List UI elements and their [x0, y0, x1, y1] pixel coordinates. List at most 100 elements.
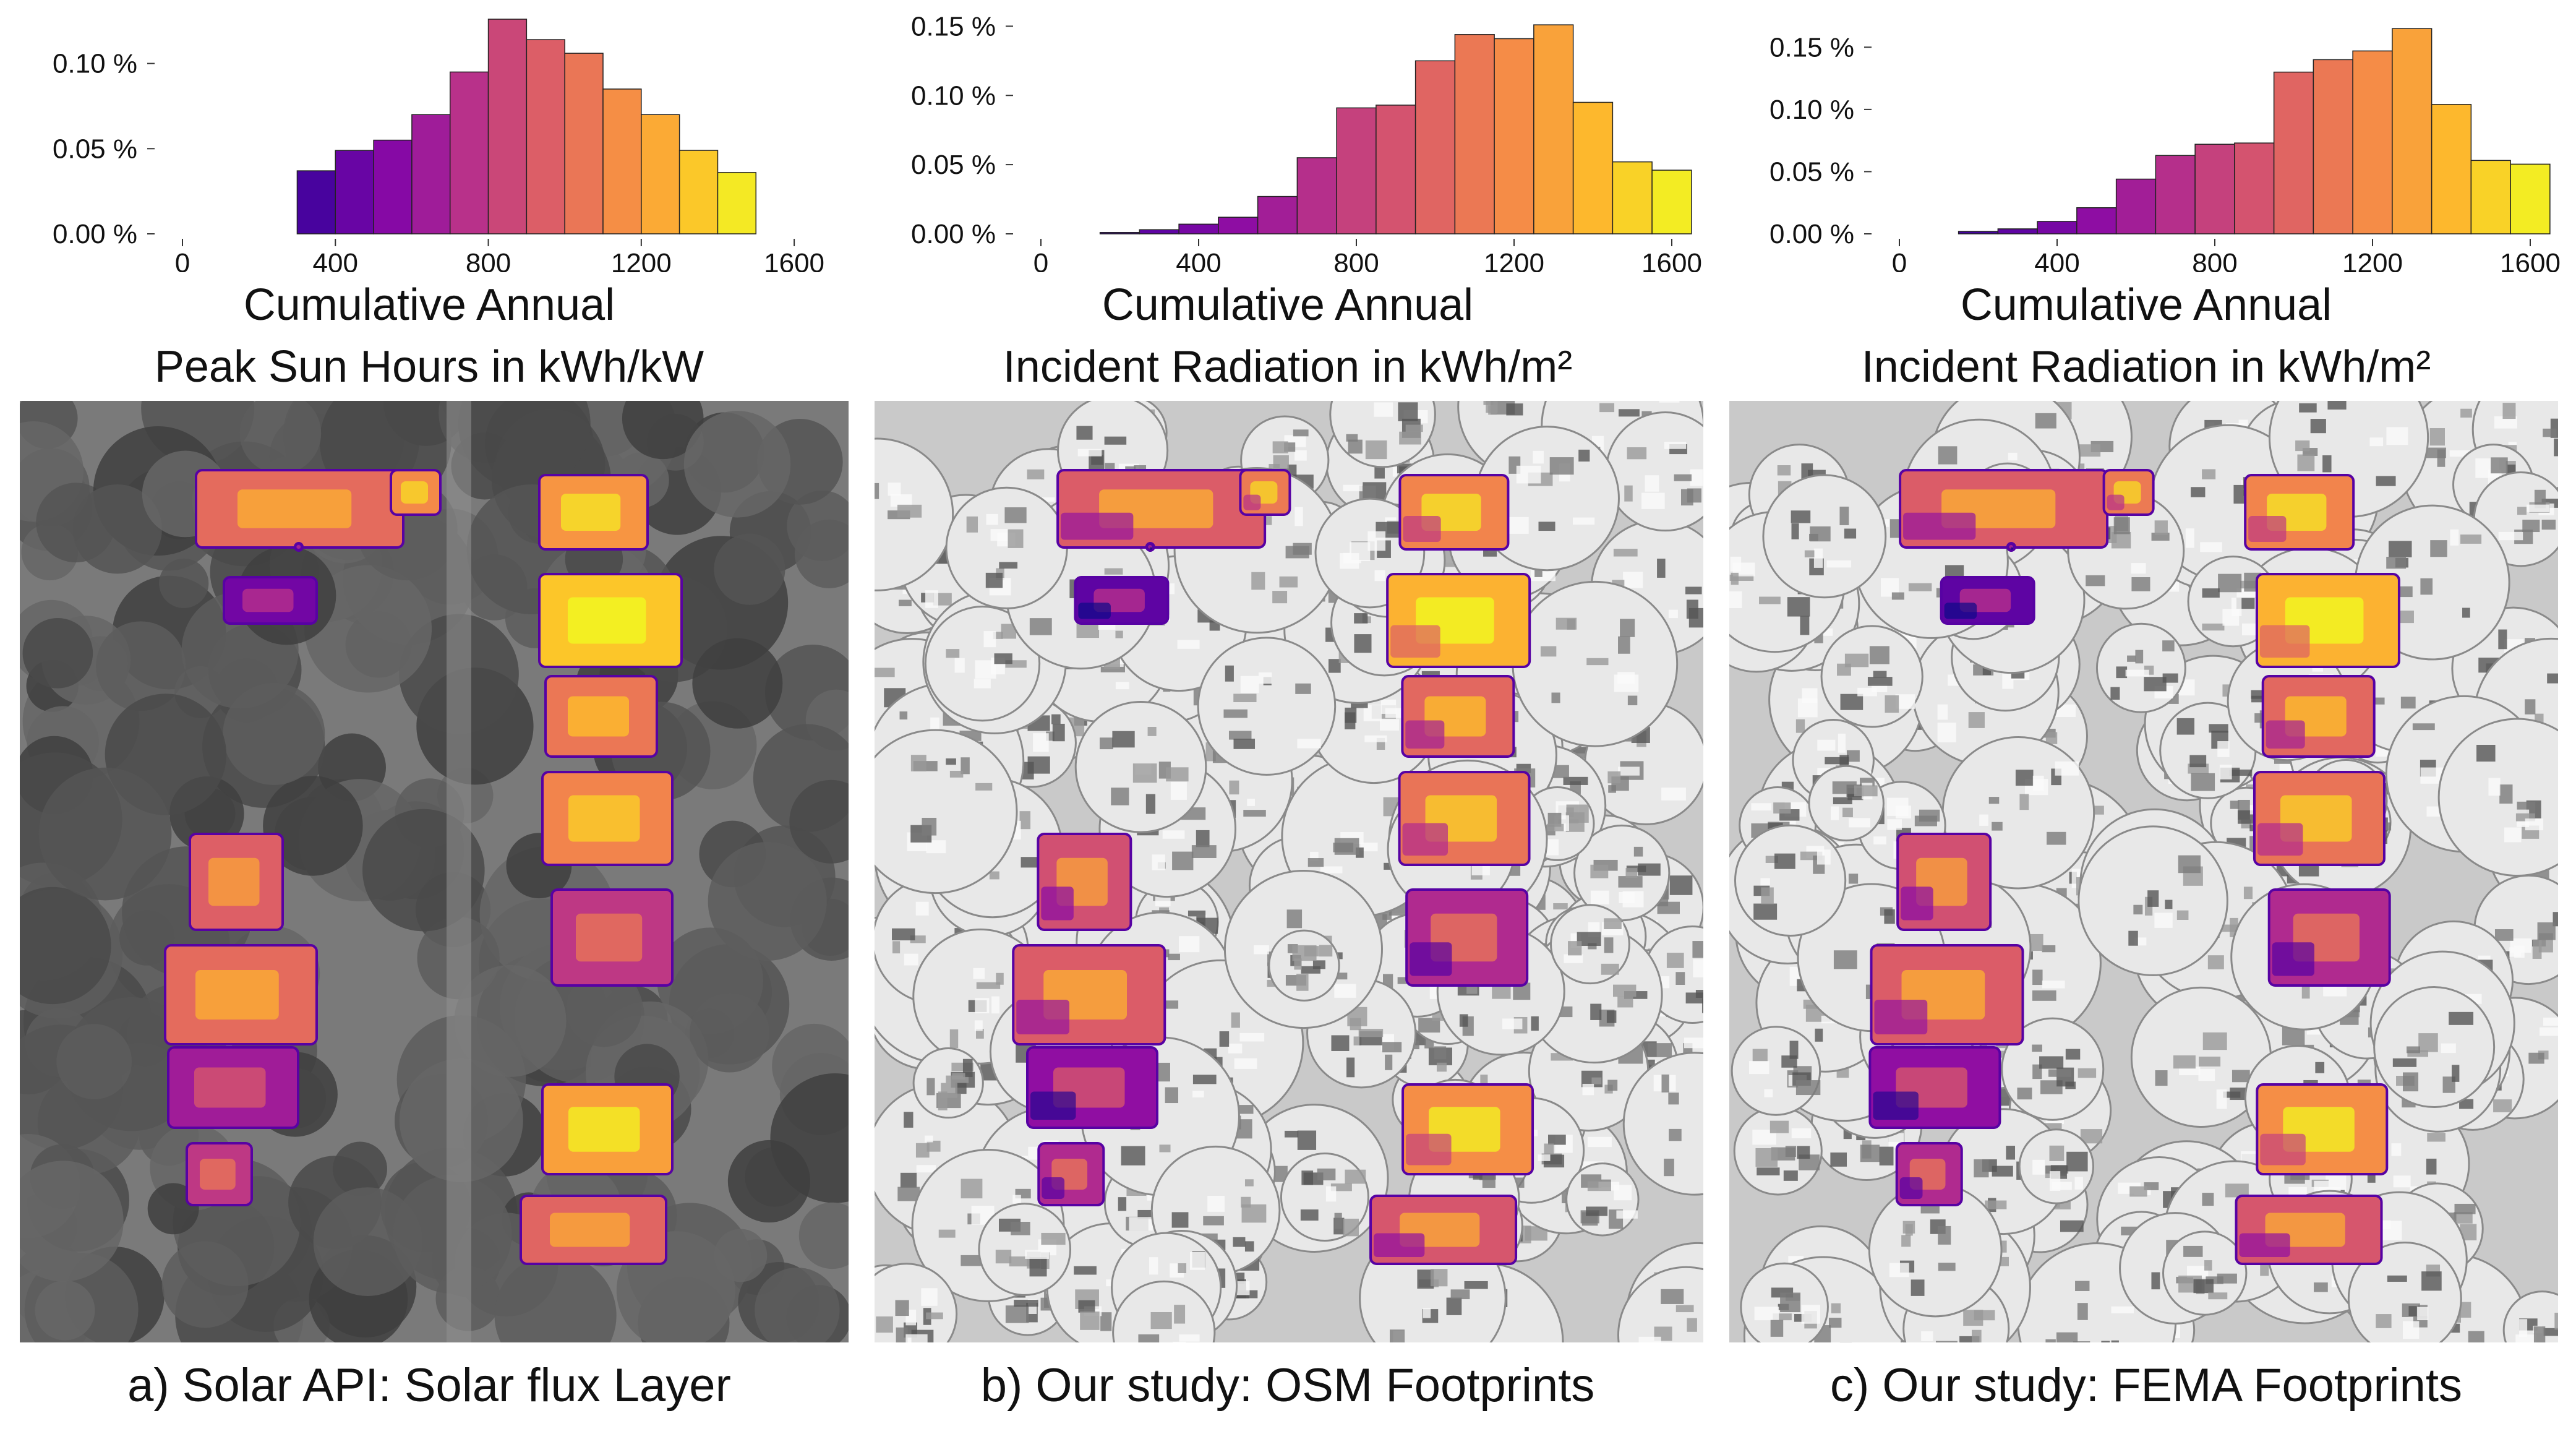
histogram-bar	[1376, 105, 1416, 234]
x-tick-label: 1200	[1484, 248, 1544, 272]
histogram-bar	[641, 114, 680, 234]
roof-4	[294, 542, 304, 552]
roof-2	[1074, 576, 1170, 625]
roof-14	[541, 1083, 674, 1175]
y-tick-label: 0.15 %	[1769, 32, 1854, 62]
histogram-bar	[1997, 228, 2038, 234]
histogram-bar	[2352, 50, 2393, 234]
histogram-bar	[449, 71, 489, 234]
histogram-bar	[2194, 144, 2235, 234]
y-tick-label: 0.10 %	[1769, 95, 1854, 125]
roof-3	[390, 469, 442, 516]
y-tick-label: 0.00 %	[53, 219, 137, 249]
histogram-bar	[373, 139, 413, 234]
panel-caption: a) Solar API: Solar flux Layer	[127, 1359, 731, 1412]
roof-5	[2244, 474, 2355, 551]
histogram-bar	[335, 150, 374, 234]
roof-11	[1870, 944, 2024, 1045]
x-axis-title-line1: Cumulative Annual	[243, 280, 615, 330]
roof-6	[2255, 573, 2400, 668]
roof-11	[1012, 944, 1166, 1045]
y-tick-label: 0.05 %	[53, 134, 137, 164]
panel-a: 0.00 % 0.05 % 0.10 % 0 400 800 1200 1600 Cumula…	[0, 0, 858, 1434]
roof-9	[2267, 888, 2391, 987]
histogram-bar	[1572, 101, 1614, 234]
y-tick-label: 0.05 %	[1769, 157, 1854, 187]
histogram-bar	[1257, 195, 1298, 234]
histogram-bar	[487, 19, 528, 234]
x-tick-label: 400	[1176, 248, 1221, 272]
roof-13	[1037, 1142, 1105, 1206]
x-tick-label: 1200	[2342, 248, 2403, 272]
histogram-bar	[717, 172, 757, 234]
histogram-bar	[1454, 34, 1495, 234]
x-tick-label: 400	[313, 248, 358, 272]
histogram-bar	[296, 170, 336, 234]
y-tick-label: 0.10 %	[911, 80, 996, 111]
x-tick-label: 0	[1892, 248, 1907, 272]
roof-13	[1895, 1142, 1963, 1206]
x-tick-label: 800	[2192, 248, 2237, 272]
roof-14	[1401, 1083, 1534, 1175]
x-axis-title-line2: Incident Radiation in kWh/m²	[1861, 342, 2431, 392]
x-tick-label: 800	[466, 248, 511, 272]
roof-12	[167, 1046, 299, 1129]
histogram-bar	[2115, 178, 2157, 234]
histogram-bar	[1336, 107, 1377, 234]
panel-c: 0.00 % 0.05 % 0.10 % 0.15 % 0 400 800 1200 1600 …	[1717, 0, 2575, 1434]
x-axis-title-line2: Peak Sun Hours in kWh/kW	[154, 342, 704, 392]
y-tick-label: 0.00 %	[1769, 219, 1854, 249]
histogram-bar	[678, 150, 719, 234]
roof-15	[1369, 1195, 1518, 1265]
roof-12	[1868, 1046, 2001, 1129]
panel-caption: c) Our study: FEMA Footprints	[1829, 1359, 2463, 1412]
histogram-bar	[1296, 157, 1337, 234]
histogram-bar	[411, 114, 451, 234]
histogram-bar	[1494, 38, 1534, 234]
roof-1	[195, 469, 404, 549]
x-tick-label: 1200	[611, 248, 672, 272]
roof-4	[1145, 542, 1155, 552]
roof-6	[1386, 573, 1531, 668]
roof-2	[223, 576, 318, 625]
osm-radiation-map	[875, 401, 1703, 1342]
fema-radiation-map	[1729, 401, 2558, 1342]
histogram-a: 0.00 % 0.05 % 0.10 % 0 400 800 1200 1600	[53, 19, 824, 272]
panel-caption: b) Our study: OSM Footprints	[980, 1359, 1595, 1412]
roof-15	[2235, 1195, 2383, 1265]
x-axis-title-line1: Cumulative Annual	[1960, 280, 2332, 330]
histogram-bar	[1099, 232, 1140, 234]
x-tick-label: 400	[2034, 248, 2079, 272]
roof-9	[550, 888, 674, 987]
y-tick-label: 0.10 %	[53, 49, 137, 79]
roof-2	[1940, 576, 2035, 625]
histogram-bar	[2037, 221, 2077, 234]
histogram-bar	[2155, 155, 2196, 234]
roof-12	[1026, 1046, 1159, 1129]
roof-6	[538, 573, 683, 668]
roof-1	[1056, 469, 1267, 549]
histogram-bar	[1178, 223, 1219, 234]
roof-10	[189, 833, 284, 931]
roof-7	[544, 675, 658, 758]
roof-3	[2102, 469, 2155, 516]
roof-7	[1401, 675, 1515, 758]
roof-4	[2006, 542, 2016, 552]
panel-b: 0.00 % 0.05 % 0.10 % 0.15 % 0 400 800 1200 1600 …	[858, 0, 1717, 1434]
x-tick-label: 0	[1033, 248, 1048, 272]
roof-5	[1398, 474, 1510, 551]
roof-10	[1896, 833, 1992, 931]
roof-3	[1239, 469, 1291, 516]
histogram-bar	[2313, 59, 2353, 234]
histogram-bar	[602, 88, 642, 234]
histogram-bar	[1612, 161, 1653, 234]
histogram-bar	[564, 53, 604, 234]
histogram-bar	[1414, 60, 1456, 234]
roof-11	[164, 944, 318, 1045]
roof-15	[520, 1195, 667, 1265]
histogram-bar	[1651, 170, 1692, 234]
x-tick-label: 1600	[1641, 248, 1702, 272]
x-tick-label: 1600	[764, 248, 824, 272]
x-axis-title-line2: Incident Radiation in kWh/m²	[1003, 342, 1573, 392]
y-tick-label: 0.15 %	[911, 11, 996, 41]
